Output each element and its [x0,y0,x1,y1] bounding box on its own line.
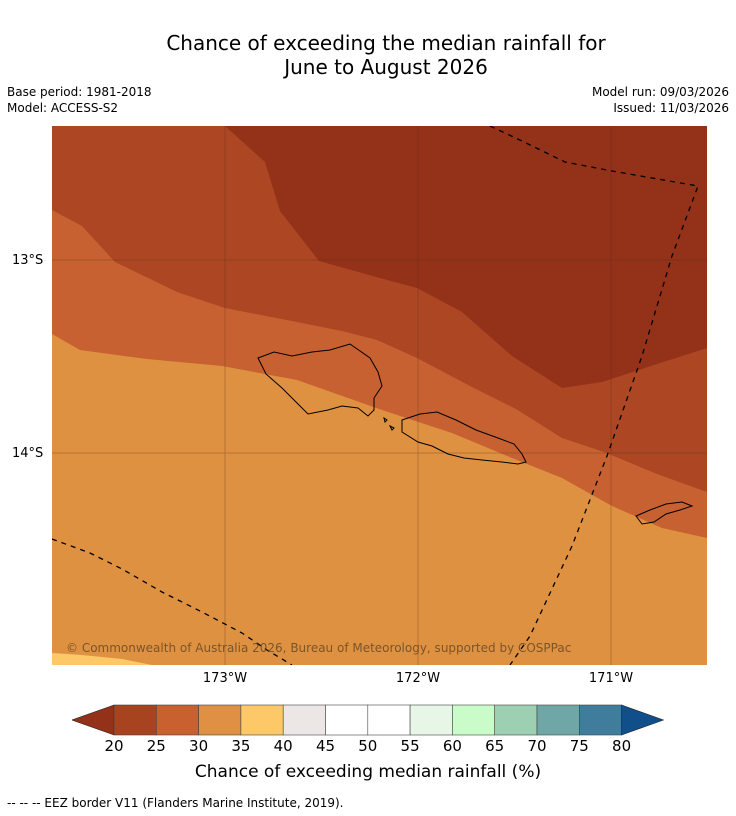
chart-title: Chance of exceeding the median rainfall … [0,31,736,79]
colorbar-segment [113,704,157,736]
lon-label-171w: 171°W [588,671,634,686]
map-area [51,125,707,666]
colorbar-segment [367,704,411,736]
colorbar-tick-label: 70 [527,737,547,755]
model-run-text: Model run: 09/03/2026 [591,85,729,99]
issued-text: Issued: 11/03/2026 [613,101,729,115]
colorbar-svg [71,704,665,736]
colorbar-segment [156,704,199,736]
colorbar-tick-label: 60 [442,737,462,755]
colorbar [71,704,665,736]
colorbar-tick-label: 40 [273,737,293,755]
colorbar-tick-label: 50 [358,737,378,755]
meta-left: Base period: 1981-2018 Model: ACCESS-S2 [7,84,152,116]
colorbar-tick-label: 20 [104,737,124,755]
colorbar-label: Chance of exceeding median rainfall (%) [194,762,542,782]
colorbar-segment [494,704,538,736]
colorbar-tick-label: 25 [146,737,166,755]
colorbar-high-extend [621,704,665,736]
eez-legend-footer: -- -- -- EEZ border V11 (Flanders Marine… [7,796,344,810]
map-svg [51,125,707,666]
colorbar-segment [452,704,495,736]
colorbar-segment [578,704,622,736]
copyright-text: © Commonwealth of Australia 2026, Bureau… [66,641,572,655]
lon-label-172w: 172°W [395,671,441,686]
island-upolu [401,411,527,465]
title-line-2: June to August 2026 [284,55,488,79]
island-manono [388,424,395,431]
meta-right: Model run: 09/03/2026 Issued: 11/03/2026 [592,84,729,116]
zone-40-45-light [52,653,152,665]
zone-35-40 [52,334,707,665]
colorbar-tick-label: 75 [569,737,589,755]
gridlines [52,126,707,665]
colorbar-tick-label: 55 [400,737,420,755]
colorbar-segment [198,704,242,736]
lat-label-13s: 13°S [12,253,44,268]
base-period-text: Base period: 1981-2018 [7,85,152,99]
colorbar-tick-label: 45 [315,737,336,755]
model-text: Model: ACCESS-S2 [7,101,119,115]
lat-label-14s: 14°S [12,446,44,461]
colorbar-tick-label: 65 [485,737,505,755]
title-line-1: Chance of exceeding the median rainfall … [166,31,606,55]
colorbar-segment [240,704,284,736]
colorbar-tick-label: 30 [189,737,209,755]
colorbar-low-extend [71,704,115,736]
colorbar-tick-label: 80 [612,737,632,755]
island-savaii [257,343,383,417]
colorbar-segment [325,704,369,736]
colorbar-tick-label: 35 [231,737,251,755]
colorbar-segment [536,704,580,736]
colorbar-segment [282,704,326,736]
colorbar-segment [409,704,453,736]
islands [257,343,694,525]
island-tutuila [635,501,694,525]
eez-border [51,125,699,666]
lon-label-173w: 173°W [202,671,248,686]
island-apolima-1 [383,416,388,423]
